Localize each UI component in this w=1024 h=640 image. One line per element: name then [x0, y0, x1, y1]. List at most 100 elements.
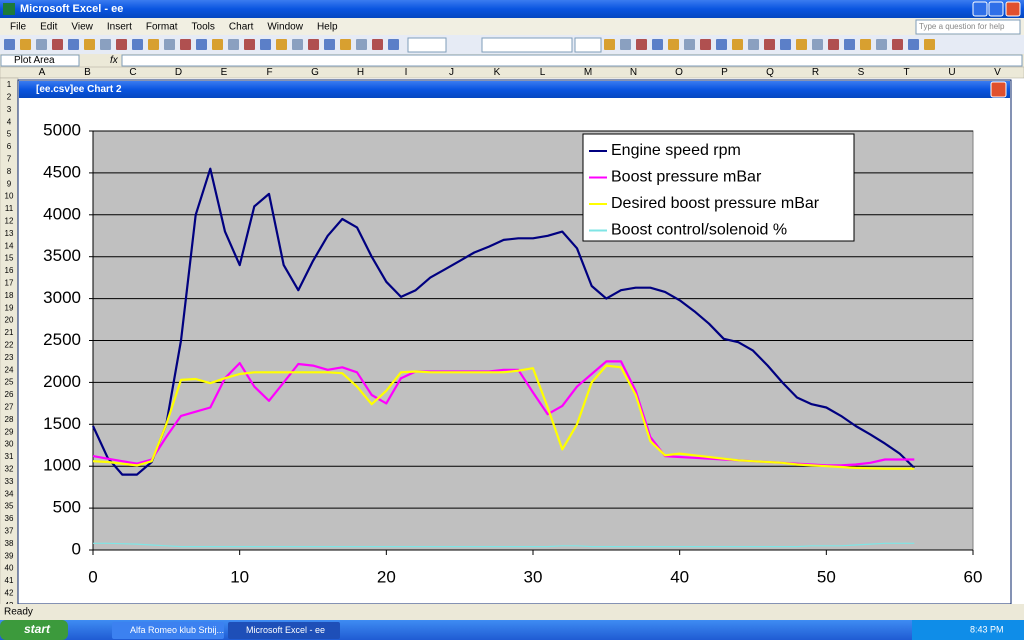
- column-header: I: [405, 67, 408, 78]
- formula-input[interactable]: [121, 54, 1023, 67]
- row-header: 39: [5, 551, 14, 560]
- column-header: T: [903, 67, 909, 78]
- row-header: 28: [5, 415, 14, 424]
- tool-icon[interactable]: [180, 39, 191, 50]
- formula-label: fx: [110, 55, 119, 66]
- tool-icon[interactable]: [228, 39, 239, 50]
- tool-icon[interactable]: [908, 39, 919, 50]
- tool-icon[interactable]: [684, 39, 695, 50]
- tool-icon[interactable]: [700, 39, 711, 50]
- zoom-box[interactable]: [407, 37, 447, 53]
- tool-icon[interactable]: [308, 39, 319, 50]
- tool-icon[interactable]: [812, 39, 823, 50]
- tool-icon[interactable]: [860, 39, 871, 50]
- row-header: 9: [7, 179, 12, 188]
- tool-icon[interactable]: [212, 39, 223, 50]
- tool-icon[interactable]: [148, 39, 159, 50]
- menu-item[interactable]: Edit: [40, 22, 57, 33]
- menu-item[interactable]: Insert: [107, 22, 132, 33]
- tool-icon[interactable]: [20, 39, 31, 50]
- tool-icon[interactable]: [620, 39, 631, 50]
- row-header: 1: [7, 80, 12, 89]
- chart-close-button[interactable]: [990, 81, 1007, 98]
- help-box[interactable]: [915, 19, 1021, 35]
- menu-item[interactable]: View: [71, 22, 93, 33]
- menu-item[interactable]: Tools: [192, 22, 215, 33]
- start-button[interactable]: [0, 620, 68, 640]
- menu-item[interactable]: Format: [146, 22, 178, 33]
- tool-icon[interactable]: [876, 39, 887, 50]
- row-header: 5: [7, 130, 12, 139]
- row-header: 8: [7, 167, 12, 176]
- tool-icon[interactable]: [636, 39, 647, 50]
- tool-icon[interactable]: [668, 39, 679, 50]
- tool-icon[interactable]: [52, 39, 63, 50]
- x-tick-label: 10: [230, 567, 249, 586]
- tool-icon[interactable]: [340, 39, 351, 50]
- row-header: 11: [5, 204, 14, 213]
- y-tick-label: 3500: [43, 246, 81, 265]
- y-tick-label: 3000: [43, 288, 81, 307]
- column-header: O: [675, 67, 683, 78]
- tool-icon[interactable]: [132, 39, 143, 50]
- menu-item[interactable]: File: [10, 22, 27, 33]
- tool-icon[interactable]: [844, 39, 855, 50]
- tool-icon[interactable]: [244, 39, 255, 50]
- tool-icon[interactable]: [796, 39, 807, 50]
- column-header: D: [175, 67, 182, 78]
- tool-icon[interactable]: [604, 39, 615, 50]
- font-box[interactable]: [481, 37, 573, 53]
- restore-button[interactable]: [988, 1, 1004, 17]
- tool-icon[interactable]: [84, 39, 95, 50]
- tool-icon[interactable]: [748, 39, 759, 50]
- row-header: 15: [5, 254, 14, 263]
- task-button[interactable]: [112, 622, 224, 639]
- help-box-text: Type a question for help: [919, 22, 1005, 31]
- tool-icon[interactable]: [652, 39, 663, 50]
- tool-icon[interactable]: [732, 39, 743, 50]
- row-header: 25: [5, 378, 14, 387]
- x-tick-label: 50: [817, 567, 836, 586]
- tool-icon[interactable]: [36, 39, 47, 50]
- menu-item[interactable]: Help: [317, 22, 338, 33]
- column-header: C: [129, 67, 136, 78]
- tool-icon[interactable]: [924, 39, 935, 50]
- tool-icon[interactable]: [292, 39, 303, 50]
- tool-icon[interactable]: [388, 39, 399, 50]
- column-header: J: [449, 67, 454, 78]
- menu-item[interactable]: Window: [267, 22, 303, 33]
- tool-icon[interactable]: [356, 39, 367, 50]
- name-box[interactable]: [0, 54, 80, 67]
- tool-icon[interactable]: [260, 39, 271, 50]
- tool-icon[interactable]: [196, 39, 207, 50]
- legend-label: Boost pressure mBar: [611, 169, 762, 186]
- size-box[interactable]: [574, 37, 602, 53]
- minimize-button[interactable]: [972, 1, 988, 17]
- menu-item[interactable]: Chart: [229, 22, 254, 33]
- tool-icon[interactable]: [892, 39, 903, 50]
- headers: A B C D E F G H I J K L M N O P Q R S T U V123456789101112131…: [5, 67, 1002, 610]
- tool-icon[interactable]: [164, 39, 175, 50]
- tool-icon[interactable]: [828, 39, 839, 50]
- row-header: 7: [7, 155, 12, 164]
- column-header: E: [221, 67, 228, 78]
- row-header: 35: [5, 502, 14, 511]
- tool-icon[interactable]: [68, 39, 79, 50]
- tool-icon[interactable]: [276, 39, 287, 50]
- status-bar: [0, 604, 1024, 620]
- tool-icon[interactable]: [100, 39, 111, 50]
- tool-icon[interactable]: [716, 39, 727, 50]
- tool-icon[interactable]: [4, 39, 15, 50]
- column-header: B: [84, 67, 91, 78]
- column-header: F: [266, 67, 272, 78]
- window-title: Microsoft Excel - ee: [20, 3, 123, 15]
- row-header: 22: [5, 341, 14, 350]
- legend-label: Boost control/solenoid %: [611, 222, 787, 239]
- tool-icon[interactable]: [372, 39, 383, 50]
- tool-icon[interactable]: [764, 39, 775, 50]
- tool-icon[interactable]: [324, 39, 335, 50]
- tool-icon[interactable]: [116, 39, 127, 50]
- close-button[interactable]: [1005, 1, 1021, 17]
- task-button[interactable]: [228, 622, 340, 639]
- tool-icon[interactable]: [780, 39, 791, 50]
